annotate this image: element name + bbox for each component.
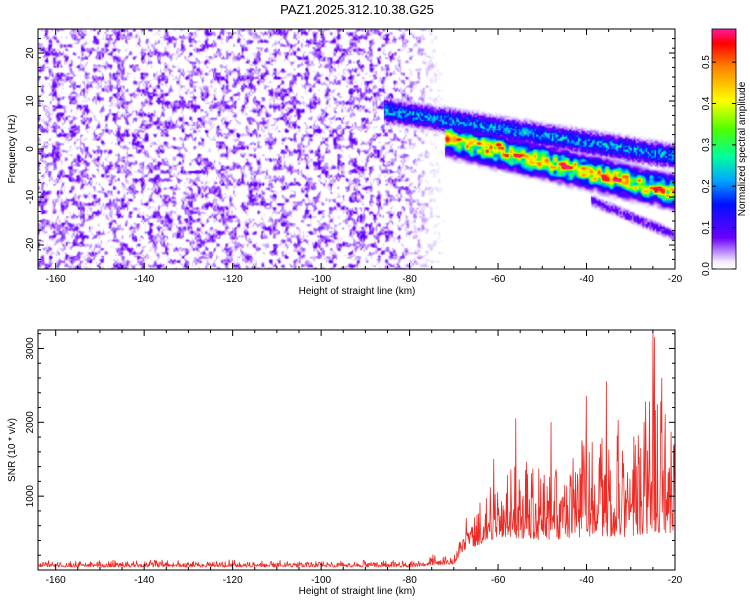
spectrogram-y-tick-label: -10 <box>25 189 36 204</box>
colorbar-tick-label: 0.0 <box>701 262 712 276</box>
spectrogram-x-tick-label: -60 <box>491 274 506 285</box>
figure-title: PAZ1.2025.312.10.38.G25 <box>280 2 434 17</box>
snr-x-tick-label: -140 <box>134 575 154 586</box>
snr-x-tick-label: -20 <box>668 575 683 586</box>
snr-frame <box>37 329 676 571</box>
spectrogram-x-tick-label: -120 <box>223 274 243 285</box>
snr-y-axis-label: SNR (10 * v/v) <box>7 418 18 482</box>
spectrogram-x-tick-label: -140 <box>134 274 154 285</box>
colorbar-tick-label: 0.3 <box>701 137 712 151</box>
colorbar-ticks: 0.0 0.1 0.2 0.3 0.4 0.5 <box>701 55 736 276</box>
snr-ticks: -160 -140 -120 -100 -80 -60 -40 -20 1000 2000 3000 <box>25 330 683 586</box>
spectrogram-x-tick-label: -40 <box>579 274 594 285</box>
spectrogram-y-tick-label: 0 <box>25 146 36 152</box>
snr-x-tick-label: -120 <box>223 575 243 586</box>
spectrogram-x-tick-label: -160 <box>46 274 66 285</box>
snr-panel: -160 -140 -120 -100 -80 -60 -40 -20 1000 2000 3000… <box>7 329 683 597</box>
snr-x-tick-label: -160 <box>46 575 66 586</box>
snr-y-tick-label: 2000 <box>25 411 36 434</box>
spectrogram-y-tick-label: -20 <box>25 237 36 252</box>
colorbar-label: Normalized spectral amplitude <box>737 81 748 216</box>
colorbar-tick-label: 0.1 <box>701 220 712 234</box>
snr-x-tick-label: -80 <box>402 575 417 586</box>
spectrogram-x-axis-label: Height of straight line (km) <box>299 286 416 297</box>
snr-x-tick-label: -60 <box>491 575 506 586</box>
colorbar-tick-label: 0.4 <box>701 96 712 110</box>
colorbar-tick-label: 0.5 <box>701 55 712 69</box>
snr-x-tick-label: -100 <box>311 575 331 586</box>
spectrogram-frame <box>37 28 676 270</box>
snr-series-line <box>38 330 675 568</box>
spectrogram-x-tick-label: -80 <box>402 274 417 285</box>
spectrogram-y-tick-label: 20 <box>25 47 36 59</box>
spectrogram-panel: -160 -140 -120 -100 -80 -60 -40 -20-20-1001020 … <box>7 28 683 297</box>
colorbar: 0.0 0.1 0.2 0.3 0.4 0.5 Normalized spectral a… <box>701 28 748 276</box>
spectrogram-heatmap <box>38 29 675 269</box>
snr-y-tick-label: 3000 <box>25 337 36 360</box>
snr-x-axis-label: Height of straight line (km) <box>299 586 416 597</box>
spectrogram-x-tick-label: -20 <box>668 274 683 285</box>
spectrogram-y-axis-label: Frequency (Hz) <box>7 115 18 184</box>
colorbar-gradient <box>711 28 737 270</box>
snr-x-tick-label: -40 <box>579 575 594 586</box>
spectrogram-y-tick-label: 10 <box>25 95 36 107</box>
snr-y-tick-label: 1000 <box>25 485 36 508</box>
spectrogram-x-tick-label: -100 <box>311 274 331 285</box>
colorbar-tick-label: 0.2 <box>701 179 712 193</box>
